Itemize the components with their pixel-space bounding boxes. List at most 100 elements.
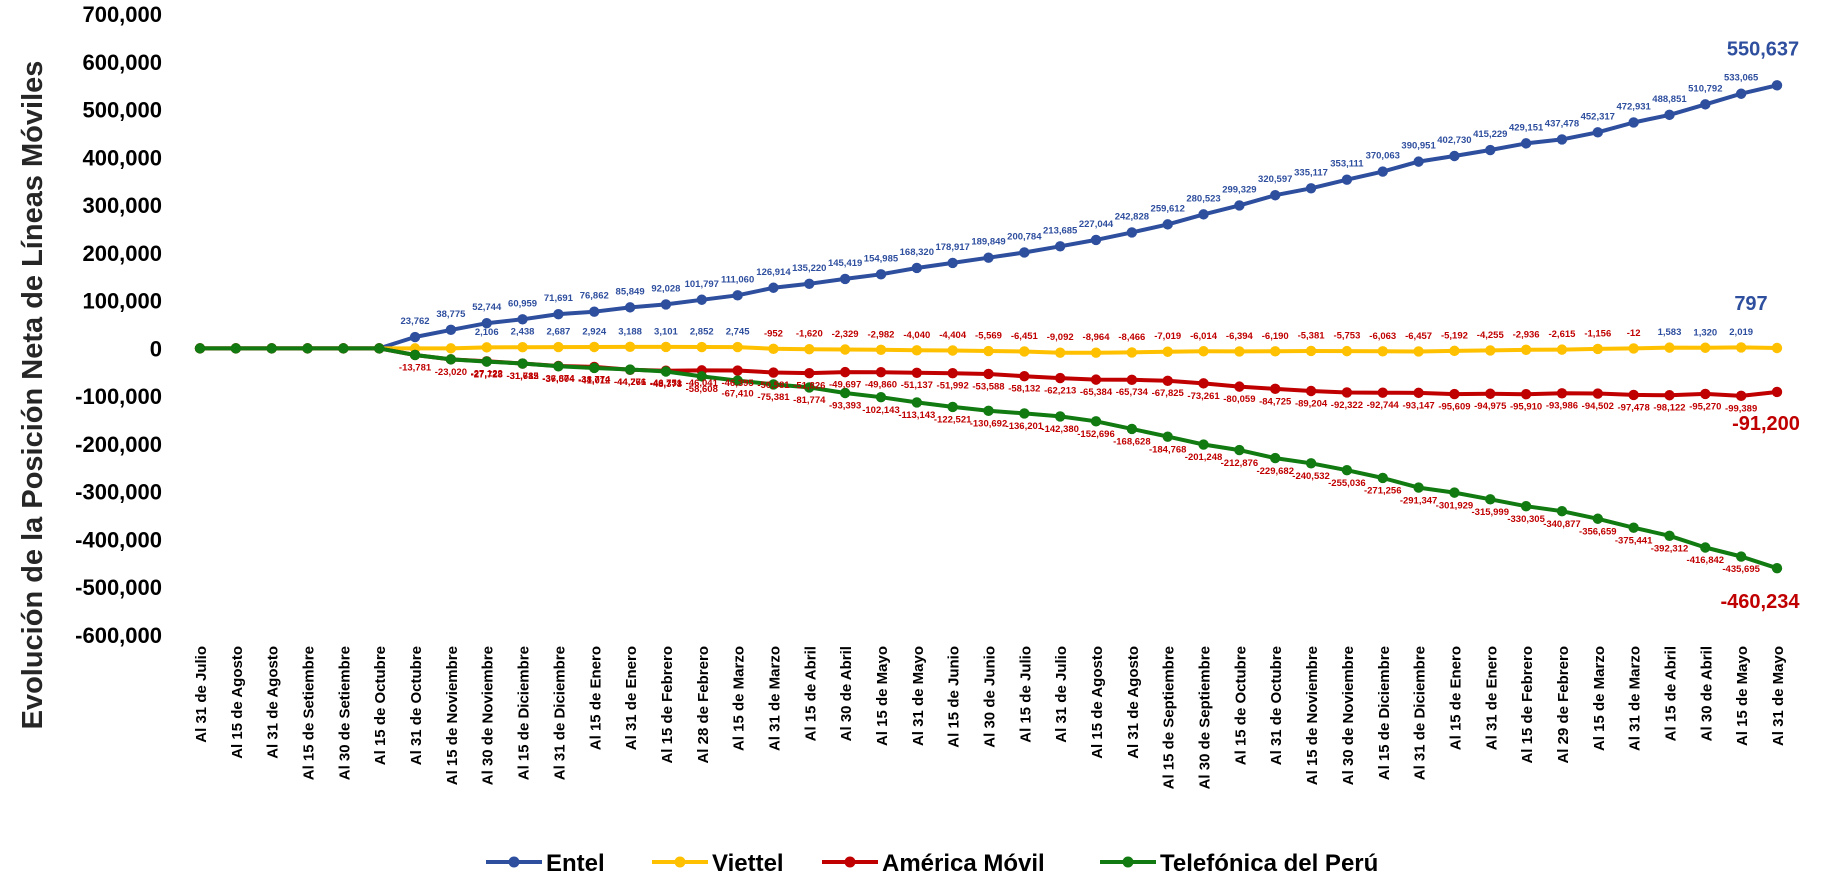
y-tick-label: -200,000 [75, 432, 162, 457]
data-point [1270, 452, 1281, 464]
data-label: -13,781 [399, 362, 432, 373]
data-label: 3,188 [618, 326, 642, 337]
data-label: -330,305 [1507, 514, 1545, 525]
data-label: 402,730 [1437, 135, 1471, 146]
data-label: -184,768 [1149, 444, 1187, 455]
data-label: -12 [1627, 328, 1641, 339]
legend-entry: Telefónica del Perú [1160, 850, 1378, 875]
data-label: -99,389 [1725, 403, 1757, 414]
data-point [1664, 530, 1675, 541]
data-point [1449, 150, 1460, 162]
data-point [1556, 506, 1568, 517]
data-label: 52,744 [472, 302, 502, 313]
data-labels: 23,762 38,775 52,744 60,959 71,691 76,862 85,8… [399, 38, 1800, 613]
data-label: -340,877 [1543, 519, 1581, 530]
data-point [768, 379, 779, 390]
series-lines [194, 80, 1783, 574]
data-label: -6,457 [1405, 331, 1432, 342]
data-label: -38,774 [578, 374, 611, 385]
x-tick-label: Al 15 de Agosto [1089, 646, 1106, 759]
data-label: -92,322 [1331, 400, 1363, 411]
data-label: 2,745 [726, 327, 750, 338]
data-point [1413, 387, 1424, 399]
legend-marker [508, 856, 520, 868]
data-point [481, 317, 492, 329]
data-point [1090, 416, 1102, 427]
data-point [911, 397, 923, 408]
data-label: 101,797 [685, 279, 719, 290]
data-label: -73,261 [1187, 391, 1220, 402]
data-point [517, 314, 528, 325]
y-tick-label: -500,000 [75, 575, 162, 600]
data-label: 299,329 [1222, 184, 1256, 195]
legend: Entel Viettel América Móvil Telefónica del … [486, 850, 1378, 875]
x-tick-label: Al 30 de Noviembre [1340, 646, 1357, 785]
x-tick-label: Al 31 de Julio [193, 646, 210, 743]
data-label: -392,312 [1651, 543, 1689, 554]
data-label: -62,213 [1044, 386, 1076, 397]
x-tick-label: Al 15 de Febrero [659, 646, 676, 764]
data-point [1735, 342, 1747, 353]
x-tick-label: Al 15 de Febrero [1519, 646, 1536, 764]
x-tick-label: Al 31 de Octubre [408, 646, 425, 765]
data-label: -4,404 [939, 330, 967, 341]
end-value-label: 550,637 [1727, 38, 1799, 60]
x-tick-label: Al 15 de Agosto [229, 646, 246, 759]
data-point [589, 306, 600, 317]
data-label: -65,734 [1116, 387, 1149, 398]
data-label: -6,394 [1226, 331, 1254, 342]
data-label: 335,117 [1294, 167, 1328, 178]
y-axis-ticks: 700,000 600,000 500,000 400,000 300,000 200,0… [75, 2, 162, 648]
data-point [1413, 346, 1424, 357]
data-point [1735, 551, 1747, 562]
data-point [1305, 458, 1317, 469]
x-tick-label: Al 31 de Agosto [265, 646, 282, 759]
data-point [481, 342, 492, 353]
data-point [624, 302, 636, 313]
data-point [768, 367, 779, 378]
data-label: -9,092 [1047, 332, 1074, 343]
data-point [1664, 109, 1675, 121]
data-label: -6,014 [1190, 331, 1218, 342]
data-point [1341, 387, 1353, 398]
data-label: -81,774 [793, 395, 826, 406]
data-label: -2,329 [832, 329, 859, 340]
data-label: -95,609 [1438, 401, 1470, 412]
x-tick-label: Al 15 de Mayo [874, 646, 891, 746]
data-point [1592, 127, 1603, 138]
data-label: -41,012 [578, 376, 610, 387]
data-point [1162, 219, 1173, 230]
x-tick-label: Al 15 de Abril [1662, 646, 1679, 741]
data-point [804, 382, 815, 393]
data-point [911, 367, 923, 379]
data-label: 85,849 [616, 286, 645, 297]
data-label: -75,381 [757, 392, 790, 403]
end-value-label: -91,200 [1732, 413, 1800, 435]
data-point [696, 341, 707, 353]
data-point [1305, 345, 1317, 357]
data-point [1305, 385, 1317, 397]
data-label: 227,044 [1079, 219, 1114, 230]
y-tick-label: 400,000 [82, 145, 162, 170]
data-point [1520, 344, 1532, 355]
data-label: 38,775 [436, 309, 466, 320]
data-point [589, 341, 600, 353]
data-point [1090, 347, 1102, 358]
data-label: -4,255 [1477, 330, 1505, 341]
data-label: 154,985 [864, 253, 899, 264]
data-label: -97,478 [1618, 402, 1650, 413]
data-label: -152,696 [1077, 429, 1115, 440]
data-point [1556, 344, 1568, 355]
data-point [1162, 431, 1173, 442]
data-point [732, 290, 743, 301]
data-label: -130,692 [970, 419, 1008, 430]
data-point [983, 345, 994, 357]
data-point [1771, 80, 1783, 91]
data-label: -93,393 [829, 401, 861, 412]
data-label: 280,523 [1186, 193, 1220, 204]
data-point [839, 344, 851, 355]
data-label: -98,122 [1653, 403, 1685, 414]
data-label: -58,608 [686, 384, 718, 395]
data-point [1234, 346, 1245, 357]
data-point [947, 401, 958, 413]
